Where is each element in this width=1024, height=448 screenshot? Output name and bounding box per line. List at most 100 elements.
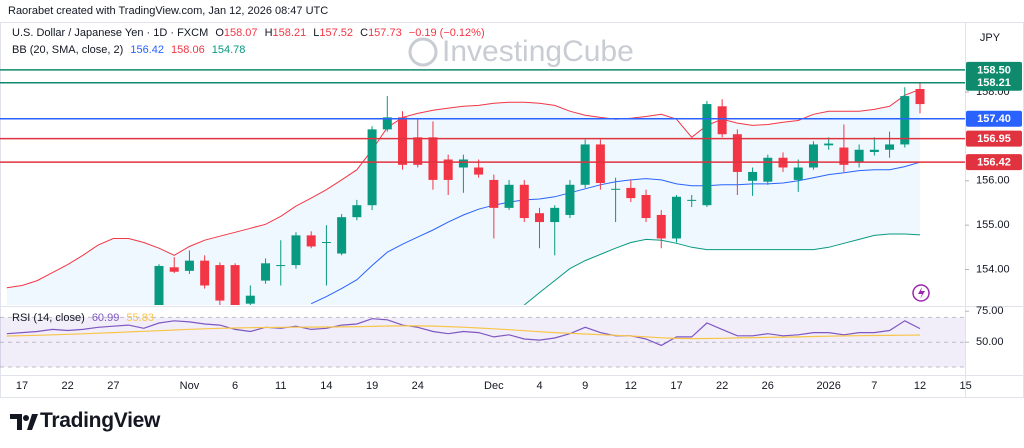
x-tick-label: 15 bbox=[960, 380, 972, 392]
price-pane bbox=[6, 82, 925, 305]
bb-legend: BB (20, SMA, close, 2) 156.42 158.06 154… bbox=[12, 44, 249, 56]
candle-body bbox=[748, 171, 758, 181]
x-tick-label: 19 bbox=[366, 380, 378, 392]
candle-body bbox=[626, 187, 636, 199]
candle-body bbox=[687, 199, 697, 201]
price-label: 157.40 bbox=[977, 113, 1011, 125]
candle-body bbox=[565, 184, 575, 215]
currency-label: JPY bbox=[980, 32, 1001, 44]
candle-body bbox=[656, 214, 666, 239]
x-tick-label: 7 bbox=[871, 380, 877, 392]
attribution: Raorabet created with TradingView.com, J… bbox=[8, 5, 329, 17]
x-tick-label: 4 bbox=[536, 380, 542, 392]
icon-bolt bbox=[918, 287, 925, 299]
y-tick-label: 155.00 bbox=[976, 219, 1010, 231]
candle-body bbox=[458, 159, 468, 168]
candle-body bbox=[839, 147, 849, 165]
candle-body bbox=[900, 96, 910, 145]
candle-body bbox=[519, 184, 529, 219]
ohlc-value: 157.52 bbox=[319, 27, 354, 39]
candle-body bbox=[200, 260, 210, 286]
ohlc-key: L bbox=[313, 27, 320, 39]
candle-body bbox=[382, 117, 392, 130]
price-label-bg bbox=[966, 154, 1022, 171]
watermark-text: InvestingCube bbox=[442, 35, 634, 68]
rsi-line bbox=[6, 325, 921, 340]
change: −0.19 (−0.12%) bbox=[408, 27, 485, 39]
candle-body bbox=[474, 167, 484, 175]
bb-value: 154.78 bbox=[211, 44, 246, 56]
band-fill bbox=[6, 89, 921, 305]
candle-body bbox=[261, 263, 271, 281]
candle-body bbox=[885, 144, 895, 150]
x-tick-label: 24 bbox=[412, 380, 424, 392]
price-label-bg bbox=[966, 110, 1022, 127]
candle-body bbox=[550, 207, 560, 223]
candle-body bbox=[535, 213, 544, 223]
candle-body bbox=[854, 149, 864, 162]
candle-body bbox=[154, 265, 164, 305]
x-tick-label: 14 bbox=[320, 380, 332, 392]
candle-body bbox=[504, 184, 514, 208]
price-label-bg bbox=[966, 61, 1022, 78]
rsi-value: 60.99 bbox=[91, 312, 120, 324]
candle-body bbox=[306, 235, 316, 247]
candle-body bbox=[215, 265, 225, 301]
x-tick-label: 9 bbox=[582, 380, 588, 392]
candle-body bbox=[824, 143, 834, 146]
x-tick-label: Dec bbox=[484, 380, 504, 392]
brand-logo bbox=[10, 414, 38, 430]
bb-label: BB (20, SMA, close, 2) bbox=[12, 44, 124, 56]
indicator-icon bbox=[912, 284, 930, 302]
x-tick-label: 17 bbox=[16, 380, 28, 392]
bb-value: 156.42 bbox=[130, 44, 164, 56]
ohlc-value: 158.21 bbox=[272, 27, 307, 39]
bb-value: 158.06 bbox=[171, 44, 205, 56]
candle-body bbox=[398, 117, 408, 165]
candle-body bbox=[230, 265, 240, 305]
logo-part bbox=[10, 414, 22, 430]
candle-body bbox=[763, 157, 773, 182]
candle-body bbox=[169, 267, 179, 272]
candle-body bbox=[641, 195, 651, 219]
bb-line bbox=[523, 233, 921, 305]
candle-body bbox=[869, 149, 879, 152]
x-tick-label: 2026 bbox=[816, 380, 840, 392]
logo-part bbox=[27, 414, 38, 430]
y-tick-label: 154.00 bbox=[976, 263, 1010, 275]
x-tick-label: 27 bbox=[107, 380, 119, 392]
rsi-value: 55.83 bbox=[126, 312, 154, 324]
candle-body bbox=[367, 129, 377, 206]
bb-line bbox=[6, 88, 921, 289]
ohlc-key: H bbox=[264, 27, 273, 39]
candle-body bbox=[276, 265, 286, 267]
watermark: InvestingCube bbox=[408, 35, 634, 68]
candle-body bbox=[321, 242, 331, 244]
candle-body bbox=[793, 167, 803, 180]
price-label-bg bbox=[966, 74, 1022, 91]
x-tick-label: Nov bbox=[180, 380, 200, 392]
rsi-tick-label: 75.00 bbox=[976, 305, 1004, 317]
candle-body bbox=[717, 106, 727, 135]
symbol: U.S. Dollar / Japanese Yen · 1D · FXCM bbox=[12, 27, 209, 39]
x-tick-label: 11 bbox=[275, 380, 286, 392]
candle-body bbox=[611, 188, 621, 190]
candle-body bbox=[413, 137, 423, 165]
x-tick-label: 22 bbox=[716, 380, 728, 392]
price-label-bg bbox=[966, 130, 1022, 147]
rsi-label: RSI (14, close) bbox=[12, 312, 85, 324]
candle-body bbox=[580, 144, 590, 185]
symbol-legend: U.S. Dollar / Japanese Yen · 1D · FXCM O… bbox=[12, 27, 489, 39]
y-tick-label: 156.00 bbox=[976, 175, 1010, 187]
candle-body bbox=[337, 217, 347, 254]
candle-body bbox=[702, 104, 712, 206]
x-tick-label: 6 bbox=[232, 380, 238, 392]
logo-part bbox=[23, 415, 29, 421]
candle-body bbox=[245, 295, 255, 304]
candle-body bbox=[443, 159, 453, 180]
watermark-icon bbox=[408, 37, 438, 67]
ohlc-key: O bbox=[215, 27, 224, 39]
candle-body bbox=[595, 144, 605, 184]
rsi-legend: RSI (14, close) 60.99 55.83 bbox=[12, 312, 158, 324]
